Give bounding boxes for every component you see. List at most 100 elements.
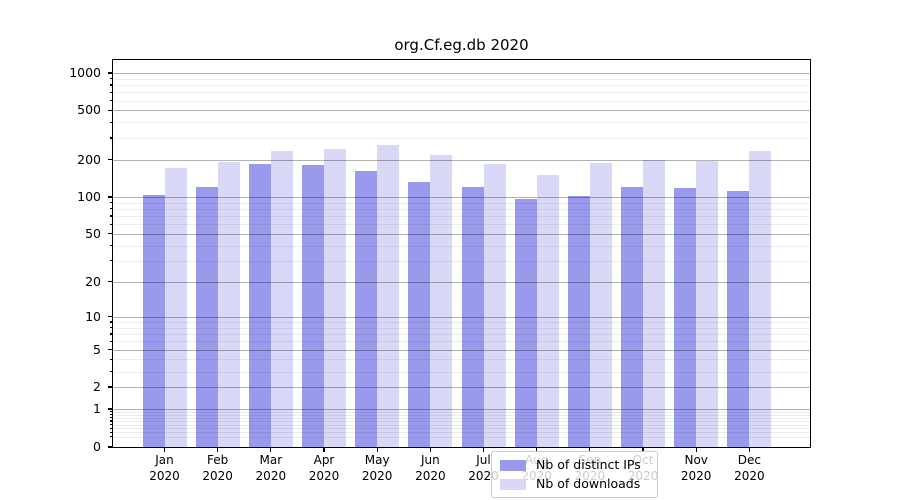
gridline-minor-6 [113, 341, 810, 343]
gridline-minor-0.6 [113, 421, 810, 423]
y-tick-mark-minor-70 [110, 215, 113, 217]
y-tick-label-50: 50 [85, 225, 101, 241]
x-tick-mark-may [376, 447, 378, 452]
y-tick-mark-minor-0.5 [110, 423, 113, 426]
legend-swatch-downloads [500, 478, 526, 490]
y-tick-mark-1000 [108, 72, 113, 74]
gridline-major-2 [113, 387, 810, 389]
y-tick-mark-500 [108, 109, 113, 111]
y-tick-mark-minor-9 [110, 321, 113, 323]
gridline-major-500 [113, 110, 810, 112]
y-tick-mark-minor-600 [110, 99, 113, 102]
y-tick-mark-minor-0.3 [110, 431, 113, 433]
legend-label-distinct-ips: Nb of distinct IPs [536, 457, 641, 472]
y-tick-label-500: 500 [77, 102, 101, 118]
bar-nb-of-distinct-ips-dec [727, 190, 750, 447]
x-tick-mark-jul [482, 447, 485, 452]
y-tick-mark-5 [108, 349, 113, 351]
x-tick-mark-apr [323, 447, 325, 452]
gridline-minor-90 [113, 202, 810, 204]
gridline-minor-300 [113, 137, 810, 139]
x-tick-mark-nov [695, 447, 697, 452]
y-tick-mark-minor-40 [110, 245, 113, 247]
gridline-minor-700 [113, 92, 810, 94]
gridline-major-50 [113, 233, 810, 235]
x-tick-label-mar: Mar 2020 [255, 453, 287, 483]
y-tick-label-1: 1 [93, 401, 101, 417]
x-tick-mark-aug [536, 447, 538, 452]
plot-area: Nb of distinct IPs Nb of downloads [112, 59, 811, 498]
gridline-major-200 [113, 159, 810, 161]
x-tick-mark-feb [217, 447, 219, 452]
bar-nb-of-distinct-ips-jun [408, 181, 431, 447]
bar-nb-of-distinct-ips-jan [142, 194, 165, 447]
bar-nb-of-downloads-feb [217, 161, 240, 447]
y-tick-mark-minor-0.7 [110, 417, 113, 419]
y-tick-mark-minor-8 [110, 327, 113, 329]
bars-layer [113, 60, 810, 447]
y-tick-mark-1 [108, 408, 113, 410]
gridline-minor-9 [113, 322, 810, 323]
y-tick-mark-minor-0.8 [110, 414, 113, 416]
gridline-minor-0.5 [113, 424, 810, 426]
gridline-minor-80 [113, 208, 810, 210]
y-tick-mark-minor-7 [110, 333, 113, 335]
bar-nb-of-distinct-ips-aug [514, 198, 537, 447]
bar-nb-of-distinct-ips-may [355, 170, 378, 447]
y-tick-label-20: 20 [85, 273, 101, 289]
bar-nb-of-downloads-sep [589, 162, 612, 447]
legend: Nb of distinct IPs Nb of downloads [491, 451, 658, 498]
y-tick-mark-minor-300 [110, 137, 113, 139]
bar-nb-of-distinct-ips-feb [195, 187, 218, 447]
bar-nb-of-downloads-mar [270, 150, 293, 447]
x-tick-mark-jun [429, 447, 431, 452]
gridline-minor-4 [113, 359, 810, 361]
y-tick-label-2: 2 [93, 379, 101, 395]
y-tick-mark-minor-80 [110, 208, 113, 210]
x-tick-mark-dec [748, 447, 750, 452]
y-tick-mark-20 [108, 281, 113, 283]
bar-nb-of-downloads-oct [643, 160, 666, 447]
bar-nb-of-downloads-jul [483, 163, 506, 447]
y-tick-mark-minor-700 [110, 91, 113, 93]
x-tick-label-jan: Jan 2020 [149, 453, 180, 483]
gridline-minor-800 [113, 84, 810, 86]
gridline-major-20 [113, 281, 810, 283]
gridline-minor-0.8 [113, 414, 810, 416]
gridline-minor-3 [113, 371, 810, 373]
y-tick-mark-100 [108, 196, 113, 198]
gridline-minor-0.9 [113, 411, 810, 413]
y-tick-label-5: 5 [93, 341, 101, 357]
gridline-minor-0.3 [113, 432, 810, 434]
bar-nb-of-distinct-ips-nov [674, 188, 697, 447]
gridline-minor-0.4 [113, 428, 810, 430]
bar-nb-of-downloads-jan [164, 168, 187, 447]
gridline-minor-40 [113, 245, 810, 247]
gridline-minor-60 [113, 224, 810, 226]
x-tick-mark-mar [270, 447, 272, 452]
bar-nb-of-downloads-jun [430, 155, 453, 447]
y-tick-mark-minor-400 [110, 121, 113, 123]
bar-nb-of-downloads-may [377, 145, 400, 447]
gridline-minor-70 [113, 216, 810, 218]
x-tick-mark-jan [163, 447, 166, 452]
y-tick-label-100: 100 [77, 188, 101, 204]
x-tick-label-feb: Feb 2020 [202, 453, 233, 483]
gridline-minor-900 [113, 78, 810, 80]
gridline-major-100 [113, 196, 810, 198]
bar-nb-of-downloads-nov [696, 160, 719, 447]
y-tick-label-1000: 1000 [69, 64, 101, 80]
x-tick-label-jun: Jun 2020 [415, 453, 446, 483]
y-tick-label-200: 200 [77, 151, 101, 167]
y-tick-mark-0 [108, 446, 113, 448]
gridline-minor-30 [113, 260, 810, 262]
y-tick-mark-minor-6 [110, 340, 113, 342]
legend-swatch-distinct-ips [500, 459, 526, 471]
gridline-minor-0.2 [113, 436, 810, 438]
chart-title: org.Cf.eg.db 2020 [394, 36, 529, 54]
bar-nb-of-distinct-ips-jul [461, 186, 484, 447]
y-tick-label-10: 10 [85, 308, 101, 324]
legend-row-downloads: Nb of downloads [500, 477, 649, 491]
gridline-minor-400 [113, 122, 810, 124]
